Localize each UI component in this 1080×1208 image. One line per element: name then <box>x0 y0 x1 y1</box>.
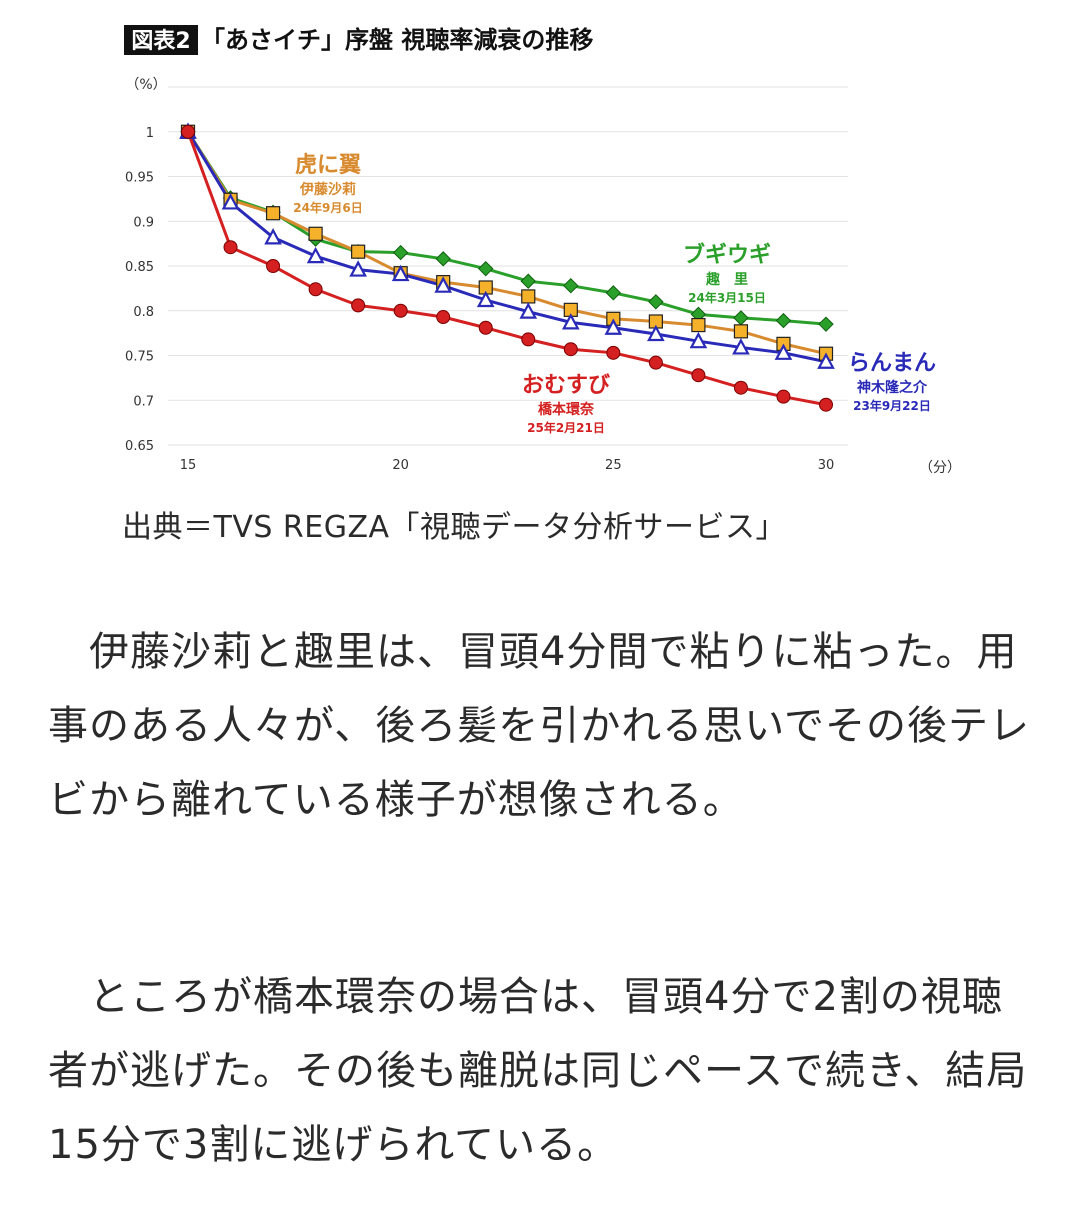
data-point-omusubi <box>266 259 281 273</box>
data-point-ranman <box>604 318 623 335</box>
data-point-ranman <box>732 338 750 355</box>
x-tick-label: 25 <box>605 458 622 473</box>
data-point-tora <box>733 324 749 339</box>
data-point-omusubi <box>776 389 791 404</box>
data-point-ranman <box>264 228 282 245</box>
data-point-boogie <box>733 310 749 326</box>
data-point-tora <box>521 289 536 304</box>
data-point-ranman <box>476 290 495 308</box>
series-sublabel-boogie: 趣 里 <box>705 271 748 288</box>
series-label-tora: 虎に翼 <box>295 152 361 178</box>
data-point-boogie <box>563 277 579 294</box>
y-tick-label: 0.75 <box>125 350 154 365</box>
series-line-omusubi <box>186 131 827 407</box>
x-tick-label: 20 <box>392 458 409 473</box>
series-markers <box>179 122 835 412</box>
series-sublabel-omusubi: 25年2月21日 <box>527 420 605 435</box>
x-tick-labels: 15 20 25 30 <box>180 458 835 473</box>
y-tick-labels: 0.65 0.7 0.75 0.8 0.85 0.9 0.95 1 <box>125 126 154 454</box>
article-paragraph-1: 伊藤沙莉と趣里は、冒頭4分間で粘りに粘った。用事のある人々が、後ろ髪を引かれる思… <box>48 629 1030 823</box>
data-point-boogie <box>775 312 792 329</box>
y-tick-label: 0.65 <box>125 439 154 454</box>
data-point-ranman <box>561 313 580 330</box>
series-line-ranman <box>186 130 827 364</box>
data-point-omusubi <box>733 380 748 395</box>
data-point-ranman <box>349 260 367 277</box>
data-point-boogie <box>392 244 409 261</box>
data-point-boogie <box>605 285 622 301</box>
data-point-tora <box>351 244 366 259</box>
series-line-tora <box>186 130 827 356</box>
figure-badge-bg <box>124 25 198 55</box>
data-point-boogie <box>818 316 834 332</box>
y-axis-label: （%） <box>125 77 166 93</box>
data-point-omusubi <box>606 345 621 360</box>
data-point-omusubi <box>181 124 195 139</box>
y-tick-label: 0.95 <box>125 171 154 186</box>
data-point-omusubi <box>648 355 663 370</box>
y-tick-label: 0.9 <box>133 215 154 230</box>
data-point-ranman <box>391 264 410 282</box>
data-point-boogie <box>520 273 536 289</box>
data-point-omusubi <box>563 342 578 357</box>
data-point-ranman <box>647 324 665 342</box>
data-point-omusubi <box>691 368 706 383</box>
data-point-boogie <box>478 260 494 277</box>
y-tick-label: 0.8 <box>133 305 154 320</box>
data-point-omusubi <box>478 320 493 335</box>
data-point-boogie <box>435 251 451 267</box>
y-tick-label: 0.7 <box>133 394 154 409</box>
data-point-omusubi <box>351 298 366 313</box>
gridlines <box>168 86 848 446</box>
data-point-omusubi <box>223 240 238 255</box>
series-line-boogie <box>186 130 827 326</box>
series-lines <box>186 130 827 407</box>
data-point-omusubi <box>819 397 833 412</box>
article-paragraph-2: ところが橋本環奈の場合は、冒頭4分で2割の視聴者が逃げた。その後も離脱は同じペー… <box>48 974 1028 1168</box>
x-axis-label: （分） <box>919 460 961 476</box>
series-sublabel-ranman: 神木隆之介 <box>857 379 928 396</box>
data-point-tora <box>308 226 323 241</box>
data-point-omusubi <box>308 282 323 297</box>
series-sublabel-boogie: 24年3月15日 <box>688 290 766 305</box>
data-point-ranman <box>306 246 325 264</box>
data-point-omusubi <box>393 303 408 318</box>
data-point-tora <box>265 206 281 221</box>
data-point-ranman <box>689 331 708 349</box>
figure-badge: 図表2 <box>131 29 190 54</box>
data-point-ranman <box>817 352 835 369</box>
series-label-ranman: らんまん <box>848 351 936 376</box>
data-point-ranman <box>221 193 240 210</box>
data-point-ranman <box>519 302 538 319</box>
data-point-ranman <box>774 343 793 360</box>
x-tick-label: 15 <box>180 458 197 473</box>
source-caption: 出典＝TVS REGZA「視聴データ分析サービス」 <box>122 510 787 545</box>
data-point-tora <box>691 317 706 333</box>
series-label-boogie: ブギウギ <box>683 242 771 268</box>
data-point-omusubi <box>521 332 536 347</box>
data-point-boogie <box>648 294 664 310</box>
data-point-omusubi <box>436 310 451 325</box>
x-tick-label: 30 <box>818 458 835 473</box>
data-point-ranman <box>434 276 453 293</box>
series-sublabel-omusubi: 橋本環奈 <box>538 401 595 418</box>
series-sublabel-tora: 24年9月6日 <box>293 200 362 215</box>
series-label-omusubi: おむすび <box>522 373 610 398</box>
viewer-decay-chart: 図表2 「あさイチ」序盤 視聴率減衰の推移 （%） （分） 0.65 0.7 0.7… <box>124 25 961 476</box>
series-sublabel-ranman: 23年9月22日 <box>853 398 931 413</box>
chart-title: 「あさイチ」序盤 視聴率減衰の推移 <box>201 26 593 54</box>
y-tick-label: 0.85 <box>125 260 154 275</box>
y-tick-label: 1 <box>146 126 154 141</box>
series-sublabel-tora: 伊藤沙莉 <box>299 181 356 198</box>
